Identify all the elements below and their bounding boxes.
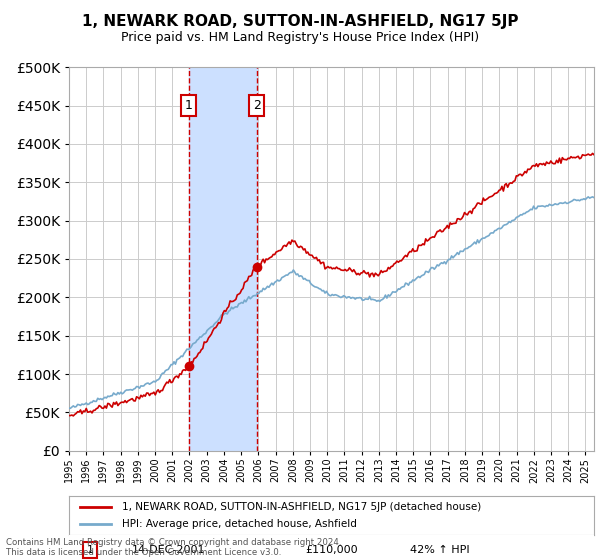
Text: 1, NEWARK ROAD, SUTTON-IN-ASHFIELD, NG17 5JP (detached house): 1, NEWARK ROAD, SUTTON-IN-ASHFIELD, NG17… [121,502,481,512]
Text: HPI: Average price, detached house, Ashfield: HPI: Average price, detached house, Ashf… [121,519,356,529]
Text: 1: 1 [86,545,94,555]
Text: £110,000: £110,000 [305,545,358,555]
Text: Contains HM Land Registry data © Crown copyright and database right 2024.
This d: Contains HM Land Registry data © Crown c… [6,538,341,557]
Text: 1, NEWARK ROAD, SUTTON-IN-ASHFIELD, NG17 5JP: 1, NEWARK ROAD, SUTTON-IN-ASHFIELD, NG17… [82,14,518,29]
Bar [189,67,257,451]
Text: 42% ↑ HPI: 42% ↑ HPI [410,545,470,555]
Text: 2: 2 [253,99,260,112]
Text: Price paid vs. HM Land Registry's House Price Index (HPI): Price paid vs. HM Land Registry's House … [121,31,479,44]
Text: 1: 1 [185,99,193,112]
Text: 14-DEC-2001: 14-DEC-2001 [132,545,205,555]
